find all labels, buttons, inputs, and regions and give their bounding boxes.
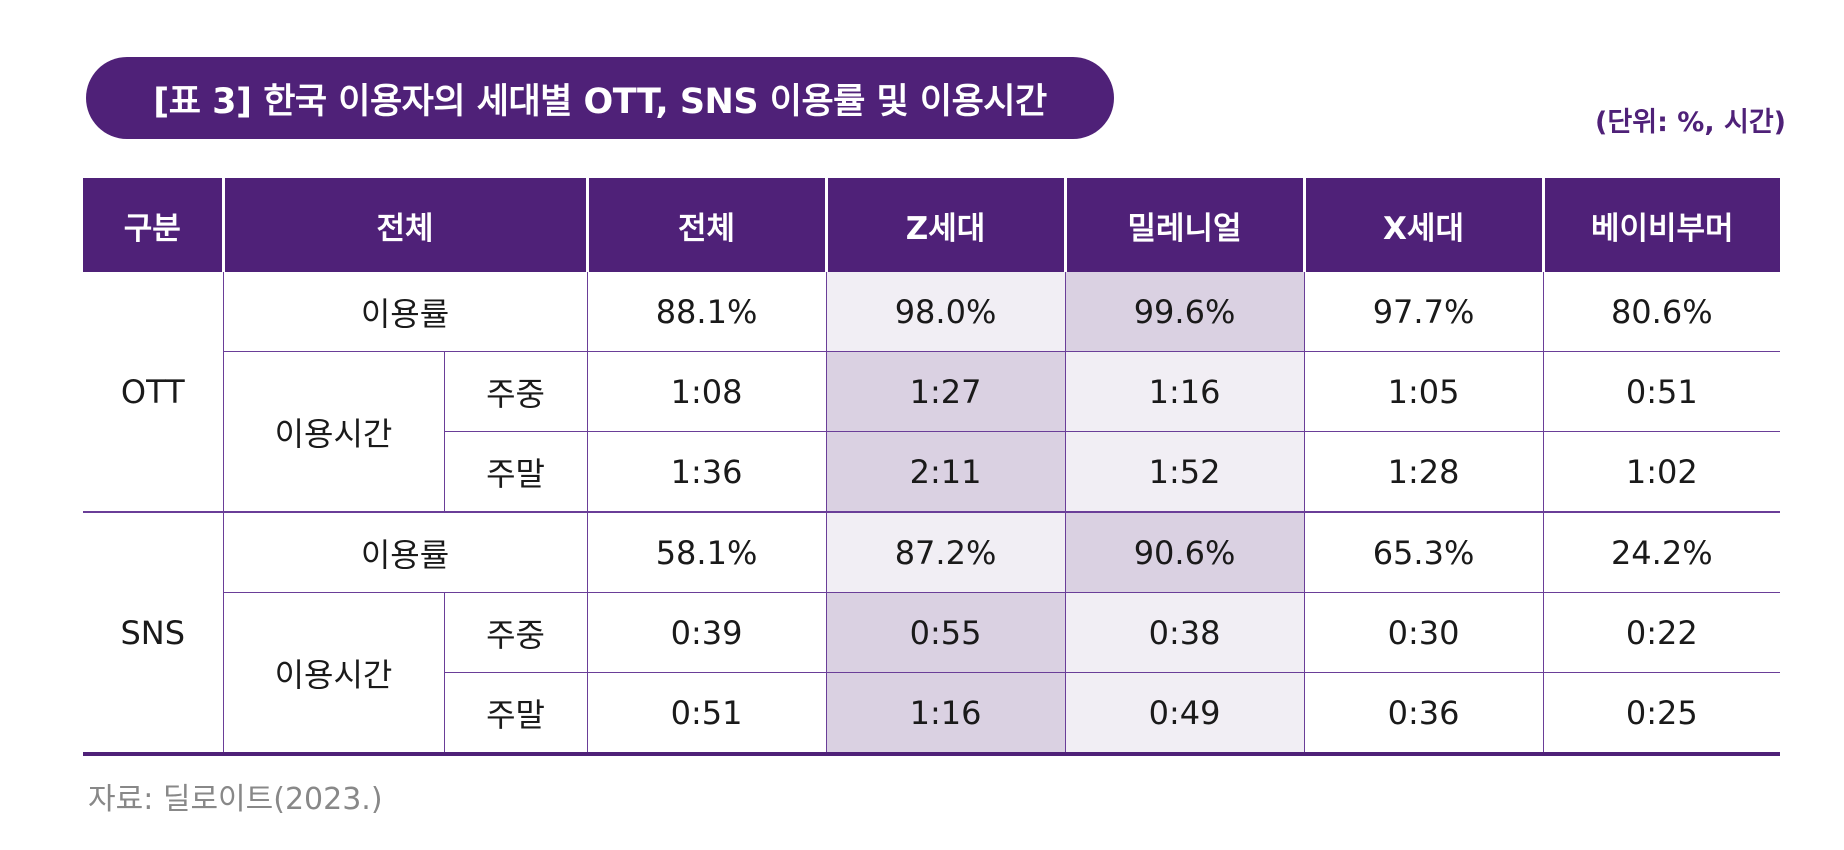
table-row: 이용시간 주중 1:08 1:27 1:16 1:05 0:51 (83, 351, 1781, 512)
section-label-sns: SNS (83, 511, 223, 756)
cell-value: 1:27 (825, 351, 1066, 432)
generation-usage-table: 구분 전체 전체 Z세대 밀레니얼 X세대 베이비부머 OTT 이용률 88.1… (83, 178, 1781, 756)
table-row: OTT 이용률 88.1% 98.0% 99.6% 97.7% 80.6% (83, 272, 1781, 411)
cell-value: 1:16 (1064, 351, 1305, 432)
cell-value: 87.2% (825, 511, 1066, 593)
header-boomer: 베이비부머 (1541, 178, 1781, 272)
cell-value: 0:49 (1064, 672, 1305, 756)
row-label: 이용시간 (222, 351, 444, 512)
cell-value: 0:51 (1542, 351, 1781, 432)
cell-value: 2:11 (825, 431, 1066, 512)
cell-value: 97.7% (1303, 272, 1544, 352)
cell-value: 65.3% (1303, 511, 1544, 593)
row-label: 이용률 (222, 511, 588, 593)
sub-row-label: 주중 (443, 592, 588, 673)
cell-value: 1:08 (586, 351, 827, 432)
sub-row-label: 주말 (443, 672, 588, 756)
row-label: 이용률 (222, 272, 588, 352)
header-total-span: 전체 (221, 178, 588, 272)
cell-value: 88.1% (586, 272, 827, 352)
cell-value: 1:02 (1542, 431, 1781, 512)
cell-value: 98.0% (825, 272, 1066, 352)
cell-value: 1:36 (586, 431, 827, 512)
header-total: 전체 (585, 178, 827, 272)
cell-value: 99.6% (1064, 272, 1305, 352)
sub-row-label: 주말 (443, 431, 588, 512)
table-title: [표 3] 한국 이용자의 세대별 OTT, SNS 이용률 및 이용시간 (86, 57, 1114, 139)
cell-value: 24.2% (1542, 511, 1781, 593)
cell-value: 0:51 (586, 672, 827, 756)
cell-value: 80.6% (1542, 272, 1781, 352)
cell-value: 58.1% (586, 511, 827, 593)
cell-value: 0:25 (1542, 672, 1781, 756)
cell-value: 0:39 (586, 592, 827, 673)
header-millennial: 밀레니얼 (1063, 178, 1305, 272)
cell-value: 0:36 (1303, 672, 1544, 756)
header-gen-z: Z세대 (824, 178, 1066, 272)
cell-value: 0:30 (1303, 592, 1544, 673)
table-row: 주말 0:51 1:16 0:49 0:36 0:25 (83, 672, 1781, 756)
header-category: 구분 (83, 178, 223, 272)
cell-value: 1:52 (1064, 431, 1305, 512)
table-row: 주말 1:36 2:11 1:52 1:28 1:02 (83, 431, 1781, 512)
sub-row-label: 주중 (443, 351, 588, 432)
cell-value: 0:55 (825, 592, 1066, 673)
cell-value: 1:16 (825, 672, 1066, 756)
table-row: SNS 이용률 58.1% 87.2% 90.6% 65.3% 24.2% (83, 511, 1781, 756)
cell-value: 90.6% (1064, 511, 1305, 593)
header-gen-x: X세대 (1302, 178, 1544, 272)
cell-value: 0:22 (1542, 592, 1781, 673)
table-row: 이용시간 주중 0:39 0:55 0:38 0:30 0:22 (83, 592, 1781, 756)
section-label-ott: OTT (120, 372, 185, 411)
unit-label: (단위: %, 시간) (1595, 107, 1786, 138)
cell-value: 0:38 (1064, 592, 1305, 673)
cell-value: 1:05 (1303, 351, 1544, 432)
source-note: 자료: 딜로이트(2023.) (88, 782, 383, 817)
row-label: 이용시간 (222, 592, 444, 756)
cell-value: 1:28 (1303, 431, 1544, 512)
header-row: 구분 전체 전체 Z세대 밀레니얼 X세대 베이비부머 (83, 178, 1781, 272)
